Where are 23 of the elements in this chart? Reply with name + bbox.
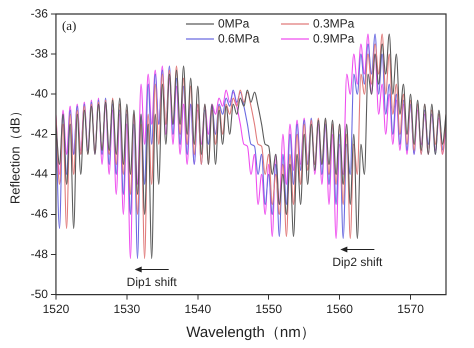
annotation: Dip2 shift — [332, 254, 384, 269]
x-tick-label: 1570 — [397, 302, 424, 316]
legend-label: 0.3MPa — [312, 16, 355, 30]
y-tick-label: -38 — [30, 46, 48, 60]
annotation: Dip1 shift — [126, 274, 178, 289]
x-axis-title: Wavelength（nm） — [186, 324, 316, 342]
x-tick-label: 1530 — [114, 302, 141, 316]
y-tick-label: -50 — [30, 286, 48, 301]
y-tick-label: -42 — [30, 126, 48, 141]
legend-label: 0.6MPa — [218, 31, 260, 46]
y-axis-title: Reflection（dB） — [7, 104, 22, 204]
y-tick-label: -36 — [30, 6, 48, 20]
y-tick-label: -44 — [30, 166, 48, 181]
y-tick-label: -46 — [30, 206, 48, 221]
x-tick-label: 1540 — [184, 302, 212, 316]
y-tick-label: -48 — [30, 246, 48, 261]
x-tick-label: 1560 — [326, 302, 354, 316]
y-tick-label: -40 — [30, 86, 48, 100]
x-tick-label: 1520 — [42, 302, 70, 316]
x-tick-label: 1550 — [255, 302, 282, 316]
annotation: (a) — [62, 18, 76, 33]
legend-label: 0.9MPa — [312, 31, 355, 46]
legend-label: 0MPa — [218, 16, 250, 30]
